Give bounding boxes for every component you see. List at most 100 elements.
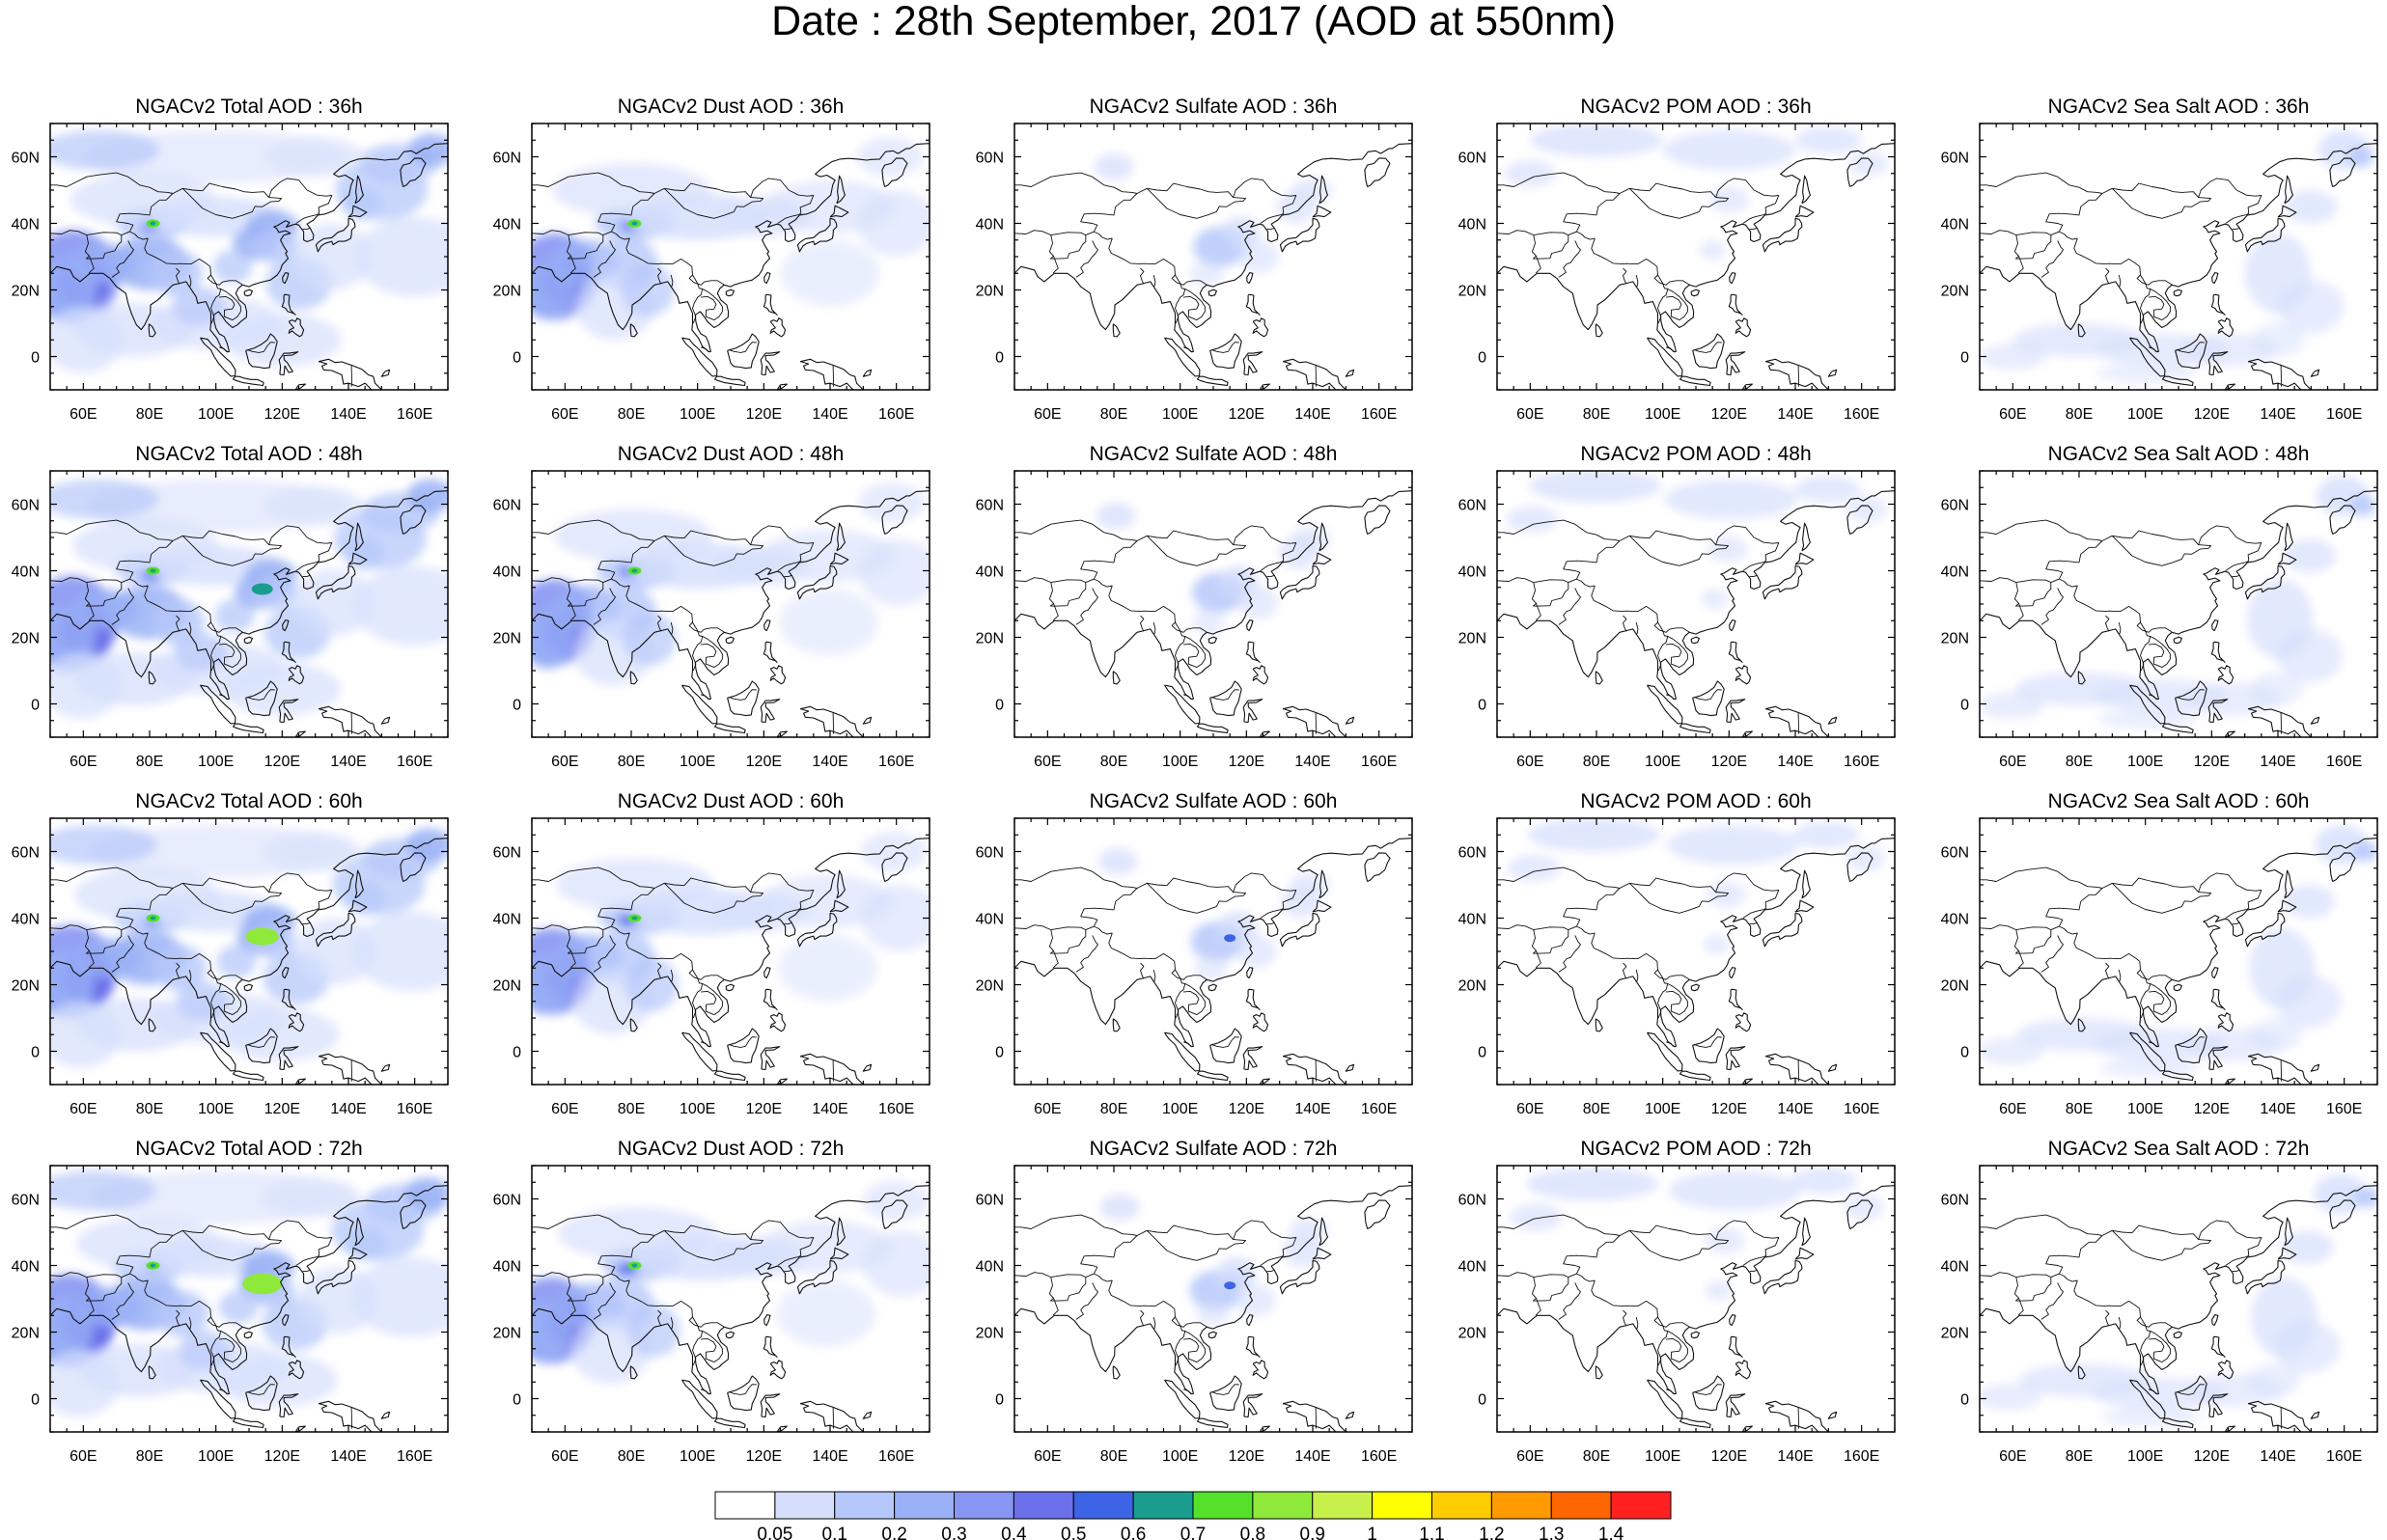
lon-tick-label: 140E xyxy=(1294,1101,1330,1117)
lat-tick-label: 0 xyxy=(31,350,40,367)
lon-tick-label: 80E xyxy=(618,406,645,423)
lat-tick-label: 0 xyxy=(31,698,40,714)
lon-tick-label: 160E xyxy=(1361,406,1397,423)
lat-tick-label: 40N xyxy=(1941,912,1969,928)
lon-tick-label: 60E xyxy=(1516,406,1543,423)
lon-tick-label: 120E xyxy=(264,1448,300,1465)
lon-tick-label: 100E xyxy=(198,406,234,423)
lon-tick-label: 60E xyxy=(69,1448,97,1465)
lat-tick-label: 60N xyxy=(493,151,521,167)
map-panel: NGACv2 Dust AOD : 48h 60E 80E 100E 120E 140E 1… xyxy=(493,443,930,770)
lon-tick-label: 120E xyxy=(2194,1101,2230,1117)
lon-tick-label: 80E xyxy=(136,754,163,770)
panel-title: NGACv2 Sea Salt AOD : 60h xyxy=(2048,790,2310,812)
panel-title: NGACv2 POM AOD : 48h xyxy=(1580,443,1811,465)
lon-tick-label: 100E xyxy=(680,1101,715,1117)
lat-tick-label: 60N xyxy=(493,845,521,862)
lat-tick-label: 40N xyxy=(1458,564,1486,581)
lat-tick-label: 0 xyxy=(995,1045,1004,1061)
lon-tick-label: 140E xyxy=(1294,754,1330,770)
lat-tick-label: 60N xyxy=(1941,845,1969,862)
lon-tick-label: 160E xyxy=(397,406,432,423)
lat-tick-label: 60N xyxy=(1941,1193,1969,1209)
lon-tick-label: 80E xyxy=(1100,406,1127,423)
colorbar-swatch xyxy=(774,1491,836,1520)
lat-tick-label: 40N xyxy=(12,217,40,234)
lat-tick-label: 0 xyxy=(513,350,521,367)
lon-tick-label: 80E xyxy=(618,1448,645,1465)
panel-title: NGACv2 Sulfate AOD : 72h xyxy=(1090,1138,1338,1160)
lat-tick-label: 0 xyxy=(31,1045,40,1061)
lon-tick-label: 60E xyxy=(1034,1448,1061,1465)
aod-field xyxy=(532,1166,930,1432)
lon-tick-label: 160E xyxy=(1361,1448,1397,1465)
lon-tick-label: 100E xyxy=(2127,754,2163,770)
aod-field xyxy=(1980,124,2377,390)
lon-tick-label: 140E xyxy=(812,1448,847,1465)
lon-tick-label: 140E xyxy=(812,406,847,423)
map-panel: NGACv2 Sulfate AOD : 48h 60E 80E 100E 120E 14… xyxy=(976,443,1413,770)
colorbar-swatch xyxy=(1490,1491,1552,1520)
lon-tick-label: 140E xyxy=(2260,1448,2295,1465)
lat-tick-label: 0 xyxy=(1478,698,1486,714)
lon-tick-label: 80E xyxy=(136,406,163,423)
lon-tick-label: 80E xyxy=(618,1101,645,1117)
lat-tick-label: 40N xyxy=(493,217,521,234)
panel-title: NGACv2 Total AOD : 72h xyxy=(135,1138,362,1160)
lon-tick-label: 100E xyxy=(1162,1448,1198,1465)
main-title: Date : 28th September, 2017 (AOD at 550n… xyxy=(771,0,1616,44)
lon-tick-label: 100E xyxy=(198,1101,234,1117)
colorbar-label: 0.8 xyxy=(1240,1525,1265,1540)
coastlines xyxy=(1980,143,2377,390)
map-panel: NGACv2 POM AOD : 36h 60E 80E 100E 120E 140E 16… xyxy=(1458,96,1896,423)
lon-tick-label: 140E xyxy=(330,754,366,770)
colorbar-label: 0.3 xyxy=(941,1525,966,1540)
colorbar-swatch xyxy=(1192,1491,1254,1520)
lon-tick-label: 160E xyxy=(878,406,914,423)
lat-tick-label: 0 xyxy=(1960,350,1969,367)
lat-tick-label: 60N xyxy=(976,1193,1004,1209)
lat-tick-label: 20N xyxy=(1941,978,1969,995)
aod-field xyxy=(1497,818,1895,1085)
lon-tick-label: 160E xyxy=(878,754,914,770)
lat-tick-label: 20N xyxy=(493,978,521,995)
lon-tick-label: 120E xyxy=(1229,754,1264,770)
colorbar-label: 1 xyxy=(1367,1525,1377,1540)
lon-tick-label: 120E xyxy=(1711,1448,1747,1465)
lat-tick-label: 0 xyxy=(995,1392,1004,1409)
lat-tick-label: 0 xyxy=(513,1045,521,1061)
map-panel: NGACv2 Total AOD : 72h 60E 80E 100E 120E 140E… xyxy=(12,1138,449,1465)
colorbar-label: 0.1 xyxy=(822,1525,847,1540)
lat-tick-label: 20N xyxy=(976,284,1004,300)
aod-field xyxy=(1980,818,2377,1085)
map-panel: NGACv2 POM AOD : 48h 60E 80E 100E 120E 140E 16… xyxy=(1458,443,1896,770)
panel-title: NGACv2 Sulfate AOD : 60h xyxy=(1090,790,1338,812)
map-panel: NGACv2 POM AOD : 72h 60E 80E 100E 120E 140E 16… xyxy=(1458,1138,1896,1465)
lon-tick-label: 100E xyxy=(1645,1101,1680,1117)
lon-tick-label: 60E xyxy=(1999,1101,2026,1117)
colorbar-label: 0.6 xyxy=(1121,1525,1146,1540)
colorbar-swatch xyxy=(1610,1491,1672,1520)
lon-tick-label: 100E xyxy=(680,406,715,423)
lat-tick-label: 60N xyxy=(1458,498,1486,514)
lon-tick-label: 160E xyxy=(397,1448,432,1465)
panel-title: NGACv2 Sea Salt AOD : 36h xyxy=(2048,96,2310,118)
lon-tick-label: 160E xyxy=(1844,754,1879,770)
panel-title: NGACv2 POM AOD : 36h xyxy=(1580,96,1811,118)
aod-field xyxy=(1014,124,1412,390)
panel-title: NGACv2 Dust AOD : 72h xyxy=(618,1138,845,1160)
lat-tick-label: 60N xyxy=(1941,498,1969,514)
lon-tick-label: 140E xyxy=(812,754,847,770)
colorbar-label: 0.9 xyxy=(1300,1525,1325,1540)
map-panel: NGACv2 Sea Salt AOD : 60h 60E 80E 100E 120E 1… xyxy=(1941,790,2378,1117)
lon-tick-label: 120E xyxy=(1711,1101,1747,1117)
lat-tick-label: 0 xyxy=(995,350,1004,367)
lat-tick-label: 60N xyxy=(1458,151,1486,167)
colorbar-label: 0.7 xyxy=(1180,1525,1206,1540)
lat-tick-label: 20N xyxy=(12,978,40,995)
lon-tick-label: 100E xyxy=(198,1448,234,1465)
lon-tick-label: 80E xyxy=(2066,1101,2093,1117)
lon-tick-label: 60E xyxy=(1516,754,1543,770)
